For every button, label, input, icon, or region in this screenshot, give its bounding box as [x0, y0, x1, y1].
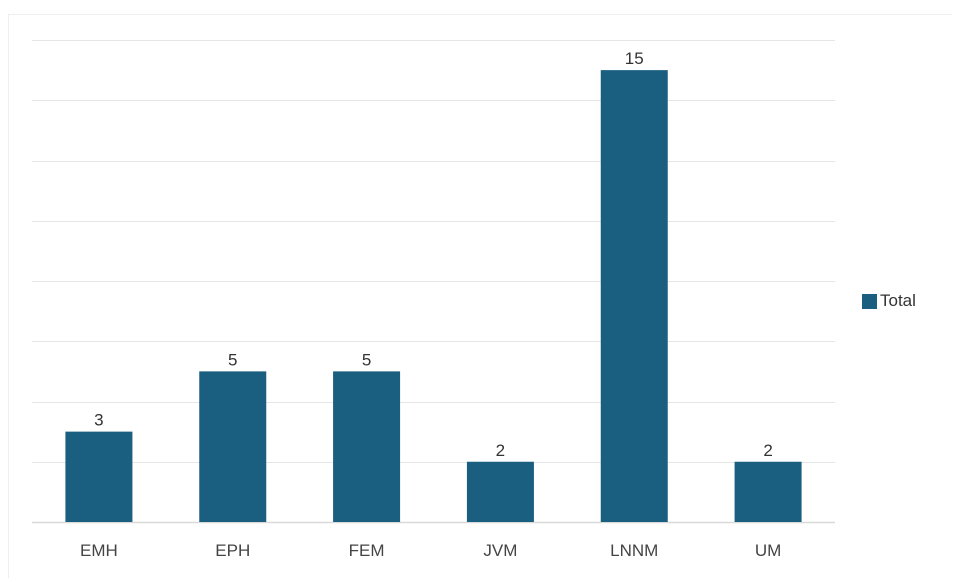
x-tick-label-um: UM — [755, 541, 781, 560]
data-label-um: 2 — [763, 441, 772, 460]
legend-swatch — [862, 293, 877, 309]
data-label-eph: 5 — [228, 350, 237, 369]
bar-emh — [65, 431, 133, 522]
x-axis-tick-labels: EMH EPH FEM JVM LNNM UM — [80, 541, 781, 560]
bar-eph — [199, 371, 267, 522]
bar-lnnm — [600, 70, 668, 522]
data-label-lnnm: 15 — [625, 49, 644, 68]
bars — [65, 70, 802, 522]
legend: Total — [862, 291, 916, 311]
data-label-fem: 5 — [362, 350, 371, 369]
gridlines — [32, 40, 835, 524]
data-label-jvm: 2 — [496, 441, 505, 460]
x-tick-label-fem: FEM — [349, 541, 385, 560]
x-tick-label-jvm: JVM — [483, 541, 517, 560]
bar-jvm — [466, 461, 534, 522]
x-tick-label-lnnm: LNNM — [610, 541, 658, 560]
data-labels: 3 5 5 2 15 2 — [94, 49, 773, 460]
data-label-emh: 3 — [94, 411, 103, 430]
chart-frame — [8, 14, 952, 578]
bar-fem — [333, 371, 401, 522]
x-tick-label-emh: EMH — [80, 541, 118, 560]
legend-label: Total — [880, 291, 916, 310]
x-tick-label-eph: EPH — [215, 541, 250, 560]
bar-um — [734, 461, 802, 522]
